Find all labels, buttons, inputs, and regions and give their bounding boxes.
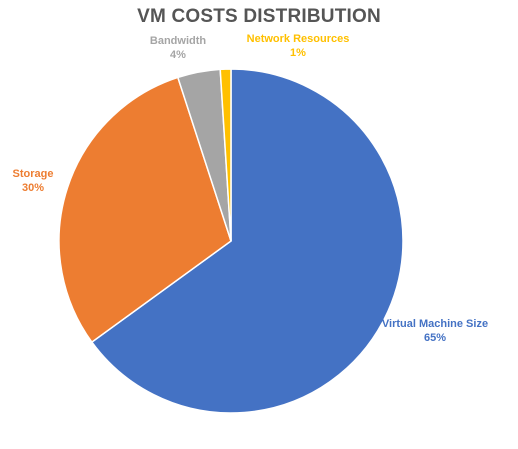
chart-title: VM COSTS DISTRIBUTION (137, 6, 381, 27)
slice-label: Bandwidth (150, 35, 206, 47)
pie-labels: Virtual Machine Size 65% Storage 30% Bandwid… (13, 33, 489, 344)
slice-label: Network Resources (247, 33, 350, 45)
slice-value-label: 30% (22, 182, 44, 194)
pie-slice-virtual-machine-size (90, 68, 404, 414)
slice-label: Virtual Machine Size (382, 318, 488, 330)
slice-label: Storage (13, 168, 54, 180)
pie-slice-network-resources (219, 68, 232, 242)
pie-slice-storage (58, 76, 232, 344)
slice-value-label: 4% (170, 49, 186, 61)
slice-value-label: 1% (290, 47, 306, 59)
pie-slices (58, 68, 404, 414)
slice-value-label: 65% (424, 332, 446, 344)
